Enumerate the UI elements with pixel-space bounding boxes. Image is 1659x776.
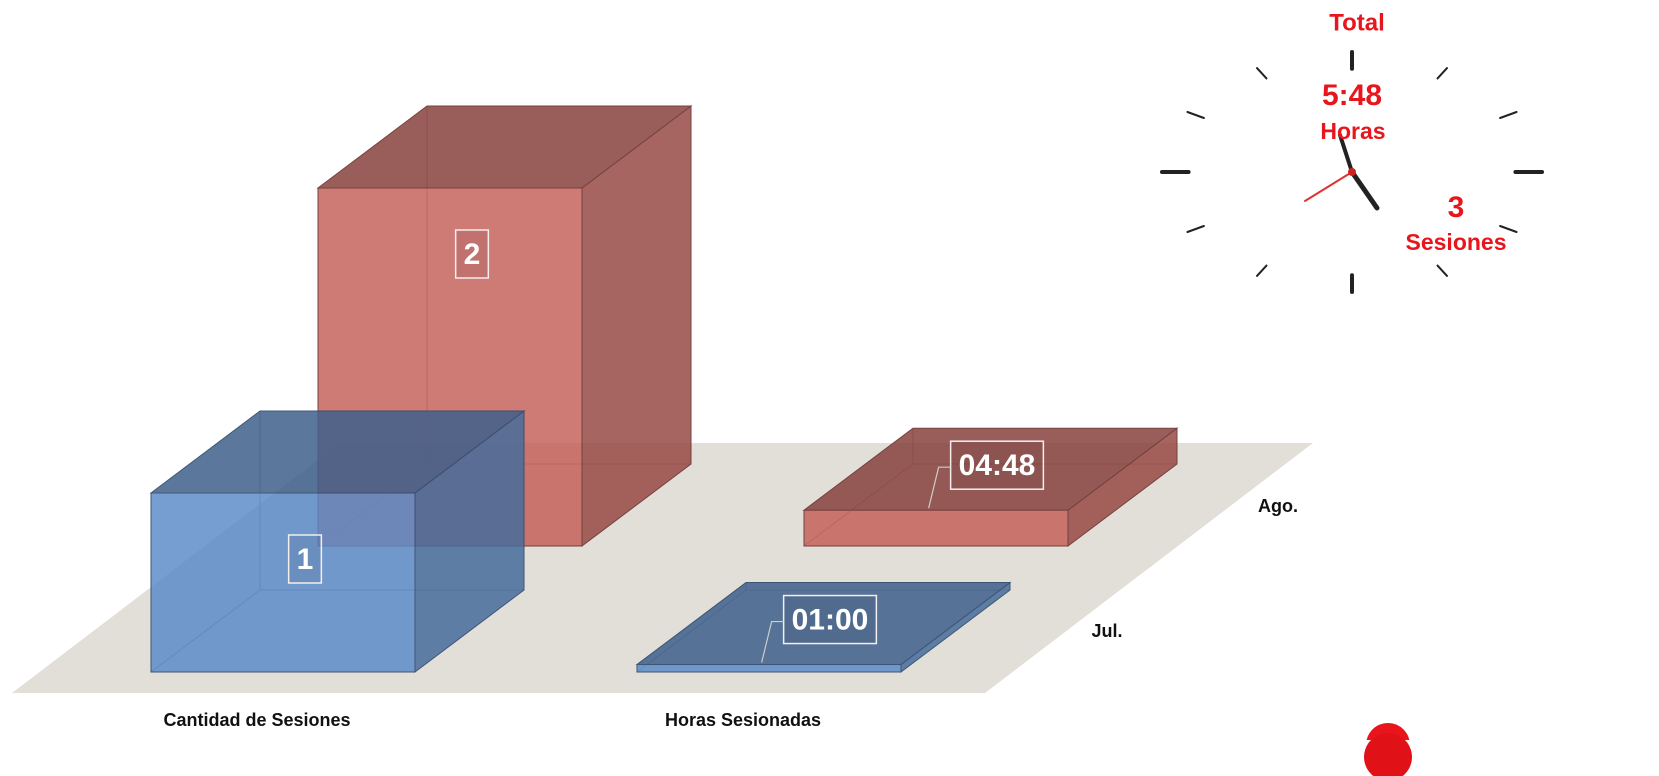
- clock-tick: [1436, 264, 1448, 277]
- minute-hand: [1338, 133, 1354, 174]
- clock-tick: [1186, 225, 1205, 233]
- clock-face: [1120, 40, 1570, 310]
- clock-ticks: [1160, 50, 1544, 294]
- value-label: 01:00: [761, 594, 878, 663]
- value-label-box: [287, 534, 323, 584]
- bar: [802, 427, 1179, 548]
- value-label-text: 01:00: [792, 603, 869, 636]
- value-label-text: 04:48: [959, 449, 1036, 482]
- summary-sessions: 3: [1448, 191, 1465, 224]
- clock-tick: [1499, 111, 1518, 119]
- clock-tick: [1436, 67, 1448, 80]
- legend-label: Ago.: [1258, 496, 1298, 516]
- clock-tick: [1499, 225, 1518, 233]
- clock-tick: [1256, 264, 1268, 277]
- value-label-text: 2: [464, 238, 481, 271]
- bars: [149, 104, 1179, 674]
- bar-front: [636, 664, 902, 673]
- second-hand: [1304, 171, 1353, 202]
- bar: [635, 581, 1012, 674]
- clock-tick: [1256, 67, 1268, 80]
- summary-hours: 5:48: [1322, 79, 1382, 112]
- hour-hand: [1349, 169, 1380, 211]
- x-tick-label: Horas Sesionadas: [665, 710, 821, 730]
- clock-center: [1348, 168, 1356, 176]
- value-label: 2: [454, 229, 490, 279]
- clock: Total 5:48 Horas 3 Sesiones: [1120, 9, 1570, 310]
- value-label-box: [949, 440, 1045, 490]
- bar-front: [803, 509, 1069, 547]
- clock-tick: [1186, 111, 1205, 119]
- leader-line: [928, 466, 951, 509]
- bar-front: [150, 492, 416, 673]
- summary-title: Total: [1329, 9, 1385, 36]
- summary-hours-label: Horas: [1320, 118, 1385, 144]
- value-label: 1: [287, 534, 323, 584]
- legend-label: Jul.: [1091, 621, 1122, 641]
- help-button-icon[interactable]: [1364, 733, 1412, 776]
- value-label-box: [782, 594, 878, 645]
- leader-line: [761, 620, 784, 663]
- x-tick-label: Cantidad de Sesiones: [163, 710, 350, 730]
- value-label-text: 1: [297, 543, 314, 576]
- bar: [149, 409, 526, 674]
- summary-sessions-label: Sesiones: [1406, 229, 1507, 255]
- value-label-box: [454, 229, 490, 279]
- value-label: 04:48: [928, 440, 1045, 509]
